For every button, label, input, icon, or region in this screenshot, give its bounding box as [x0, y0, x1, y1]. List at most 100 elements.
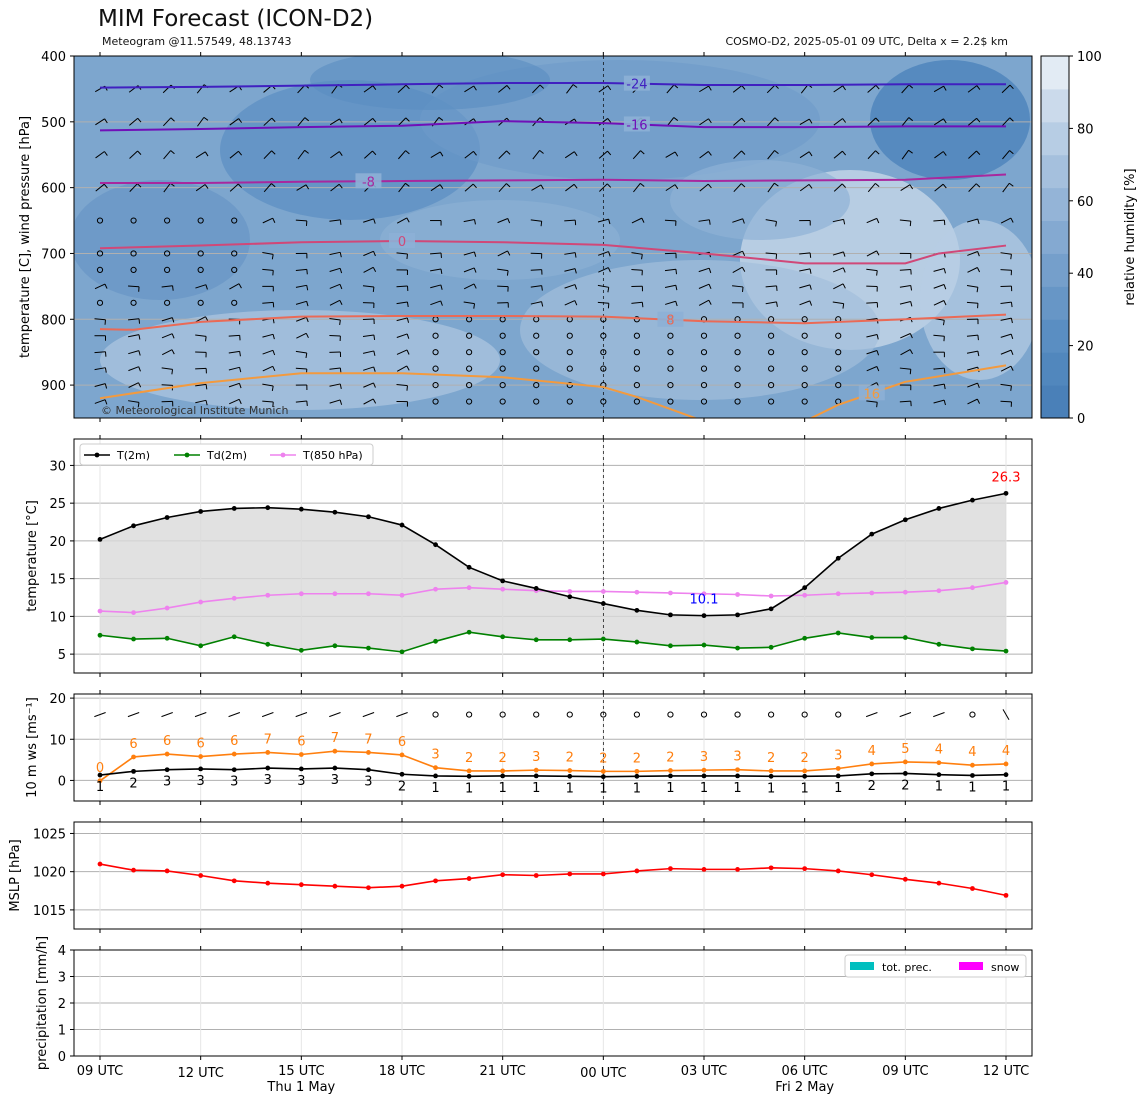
wind-calm-marker — [466, 365, 473, 372]
wind-barb — [933, 284, 945, 289]
gust-value-label: 2 — [666, 751, 674, 766]
wind-barb-feather — [472, 183, 477, 189]
temperature-legend: T(2m) Td(2m) T(850 hPa) — [79, 443, 374, 466]
wind-barb-feather — [205, 316, 209, 322]
wind-barb-feather — [1010, 365, 1014, 371]
y-tick-label: 1020 — [33, 866, 66, 881]
wind-barb — [631, 252, 643, 255]
series-t2m-point — [869, 531, 875, 537]
wind-barb — [295, 268, 307, 271]
wind-barb — [967, 267, 978, 273]
wind-barb — [631, 217, 643, 224]
ws-point — [835, 773, 841, 779]
wind-barb — [666, 84, 675, 94]
gust-value-label: 4 — [868, 744, 876, 759]
wind-barb-feather — [1009, 182, 1014, 187]
wind-barb — [899, 269, 911, 271]
surface-wind-barb — [899, 712, 912, 718]
wind-barb-feather — [977, 251, 980, 257]
surface-calm-marker — [432, 711, 439, 718]
ws-value-label: 3 — [364, 775, 372, 790]
legend-swatch-tot-prec — [850, 962, 874, 970]
gust-point — [802, 768, 808, 774]
wind-barb — [161, 349, 173, 356]
wind-calm-marker — [197, 250, 204, 257]
y-tick-label: 500 — [41, 116, 66, 131]
series-t2m-point — [332, 509, 338, 515]
wind-barb-feather — [908, 117, 913, 122]
wind-barb — [329, 118, 340, 126]
series-t850-point — [265, 592, 271, 598]
wind-calm-marker — [533, 349, 540, 356]
wind-calm-marker — [499, 332, 506, 339]
wind-barb-feather — [910, 285, 913, 291]
series-t2m-point — [97, 536, 103, 542]
wind-barb — [295, 400, 307, 403]
wind-barb — [832, 251, 844, 256]
wind-barb-feather — [1009, 117, 1014, 122]
wind-barb-feather — [137, 183, 142, 188]
panel-frame — [73, 438, 1033, 674]
isotherm-line — [99, 81, 1006, 89]
surface-calm-marker — [801, 711, 808, 718]
isotherm-label: 16 — [864, 387, 881, 402]
surface-wind-barb — [396, 712, 408, 718]
wind-barb-feather — [339, 383, 342, 389]
wind-barb-feather — [842, 267, 846, 273]
y-tick-label: 600 — [41, 182, 66, 197]
colorbar-band — [1041, 286, 1069, 320]
wind-calm-marker — [667, 398, 674, 405]
y-tick-label: 400 — [41, 50, 66, 65]
y-tick-label: 3 — [58, 971, 66, 986]
wind-calm-marker — [432, 365, 439, 372]
isotherm-label-bg — [623, 116, 650, 132]
wind-barb-feather — [238, 118, 243, 123]
wind-barb — [934, 151, 944, 159]
gust-value-label: 2 — [465, 751, 473, 766]
series-t850-point — [970, 585, 975, 591]
wind-barb-feather — [406, 333, 410, 339]
wind-barb-feather — [876, 334, 879, 340]
series-td2m-point — [198, 643, 204, 649]
wind-barb-feather — [272, 334, 275, 340]
wind-barb — [363, 218, 374, 223]
colorbar: 0 20 40 60 80 100 relative humidity [%] — [1040, 50, 1138, 427]
series-td2m-point — [466, 629, 472, 635]
colorbar-tick-label: 40 — [1077, 267, 1094, 282]
wind-barb-feather — [842, 85, 846, 91]
isotherm-label: 0 — [398, 235, 406, 250]
wind-barb-feather — [875, 117, 880, 122]
wind-barb — [330, 183, 340, 192]
wind-barb — [564, 219, 576, 222]
wind-barb-feather — [539, 149, 544, 154]
wind-calm-marker — [768, 381, 775, 389]
wind-barb — [398, 182, 406, 193]
gust-point — [433, 765, 438, 771]
wind-barb-feather — [977, 335, 979, 341]
mslp-point — [1003, 892, 1009, 898]
wind-barb — [733, 150, 742, 159]
ws-point — [735, 773, 740, 779]
wind-barb-feather — [1010, 217, 1014, 223]
wind-barb-feather — [506, 183, 511, 188]
wind-barb-feather — [842, 118, 847, 123]
legend-label: T(2m) — [116, 449, 150, 462]
wind-barb-feather — [675, 285, 678, 291]
wind-barb-feather — [607, 287, 610, 293]
wind-barb-feather — [373, 382, 376, 388]
wind-calm-marker — [768, 332, 775, 339]
gust-value-label: 5 — [901, 742, 909, 757]
ws-point — [668, 773, 673, 779]
wind-calm-marker — [734, 381, 741, 389]
wind-barb-feather — [339, 284, 343, 290]
surface-wind-barb — [94, 712, 106, 718]
gust-value-label: 2 — [599, 751, 607, 766]
mslp-point — [835, 868, 841, 874]
series-td2m-point — [902, 635, 908, 640]
wind-barb-feather — [574, 300, 578, 306]
wind-barb — [899, 301, 911, 305]
wind-barb — [899, 367, 911, 370]
rh-blob — [920, 220, 1032, 380]
wind-calm-marker — [164, 250, 171, 257]
